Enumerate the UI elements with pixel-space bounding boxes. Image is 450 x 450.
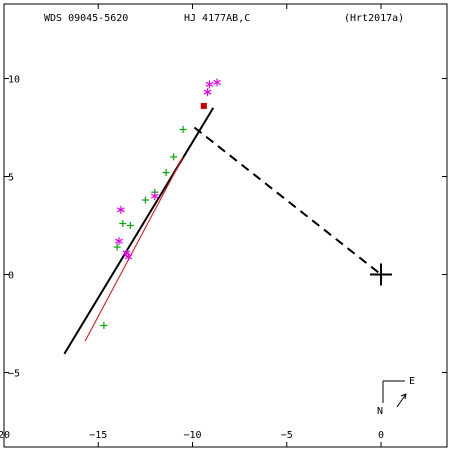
plus-marker (126, 222, 134, 229)
orbit-reference: (Hrt2017a) (344, 13, 404, 24)
asterisk-stroke (122, 250, 131, 256)
compass-rose: N E (377, 376, 415, 417)
asterisk-marker (205, 80, 214, 89)
pair-name: HJ 4177AB,C (184, 13, 250, 24)
orbit-black-line (63, 107, 215, 355)
plus-marker (100, 321, 108, 329)
asterisk-marker (203, 88, 212, 97)
asterisk-stroke (117, 207, 125, 213)
asterisk-stroke (151, 193, 159, 199)
plot-frame (3, 3, 448, 448)
x-tick-label: −15 (89, 430, 107, 441)
compass-north-label: N (377, 406, 383, 417)
axis-ticks (3, 4, 447, 447)
wds-designation: WDS 09045-5620 (44, 13, 128, 24)
asterisk-stroke (203, 89, 212, 95)
observation-markers (100, 78, 221, 329)
asterisk-marker (115, 237, 123, 246)
plus-marker (179, 125, 187, 133)
x-tick-label: −5 (281, 430, 293, 441)
x-tick-label: −10 (183, 430, 201, 441)
primary-star-marker (370, 263, 393, 286)
asterisk-stroke (124, 254, 133, 260)
asterisk-stroke (213, 79, 221, 85)
y-tick-label: −5 (8, 369, 20, 380)
x-tick-label: 20 (0, 430, 10, 441)
plus-marker (162, 169, 170, 177)
asterisk-marker (124, 252, 133, 261)
plus-marker (141, 196, 149, 204)
plus-marker (170, 153, 178, 161)
plus-marker (113, 243, 121, 251)
y-tick-label: 10 (8, 74, 20, 85)
dot-marker (200, 102, 207, 109)
y-tick-label: 5 (8, 172, 14, 183)
asterisk-stroke (115, 238, 123, 244)
asterisk-marker (117, 205, 125, 214)
x-tick-label: 0 (378, 430, 384, 441)
asterisk-marker (213, 78, 221, 87)
orbit-lines (63, 107, 382, 355)
tick-labels: 20 −15 −10 −5 0 10 5 0 −5 (0, 74, 384, 441)
asterisk-marker (151, 192, 159, 201)
asterisk-stroke (205, 81, 214, 87)
plot-border (3, 3, 448, 448)
plus-marker (119, 220, 127, 228)
orbit-red-line (84, 156, 184, 342)
y-tick-label: 0 (8, 271, 14, 282)
periastron-dashed-line (193, 126, 382, 276)
compass-east-label: E (409, 376, 415, 387)
compass-arrow-head (400, 393, 407, 400)
compass-motion-arrow (396, 393, 407, 408)
